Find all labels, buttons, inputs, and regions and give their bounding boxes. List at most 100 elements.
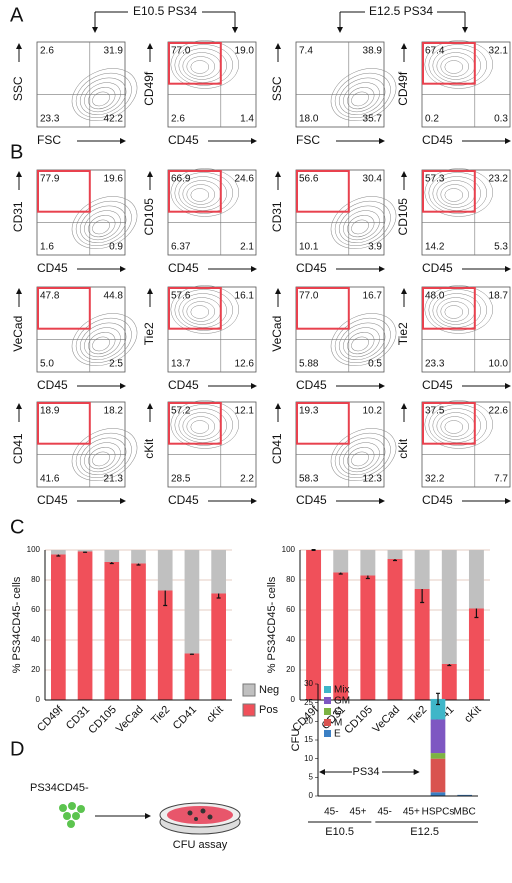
x-tick-label: cKit [204, 704, 225, 725]
quadrant-value: 2.2 [240, 474, 254, 485]
gate [168, 170, 222, 213]
bar-segment [157, 590, 173, 700]
y-tick-label: 60 [31, 605, 40, 614]
y-tick-label: 20 [286, 665, 295, 674]
quadrant-value: 57.6 [171, 291, 191, 302]
quadrant-value: 12.3 [363, 474, 383, 485]
contour [178, 408, 228, 443]
quadrant-value: 57.3 [425, 174, 445, 185]
contour [186, 301, 216, 322]
quadrant-value: 48.0 [425, 291, 445, 302]
legend-label: Pos [259, 704, 278, 716]
gate [422, 170, 476, 213]
y-tick-label: 0 [309, 791, 314, 800]
group-label: E10.5 [325, 826, 354, 838]
contour [343, 82, 380, 113]
y-tick-label: 30 [304, 679, 313, 688]
contour [428, 404, 488, 446]
contour [92, 336, 110, 352]
y-axis-label: CD31 [11, 201, 25, 232]
contour [444, 60, 464, 74]
contour [174, 172, 234, 214]
x-axis-label: CD45 [296, 261, 327, 275]
contour [186, 56, 216, 77]
contour [343, 442, 380, 473]
contour [338, 437, 386, 475]
contour [330, 313, 397, 366]
gate [37, 402, 91, 445]
bar-segment [157, 550, 173, 591]
quadrant-value: 32.1 [489, 46, 509, 57]
x-axis-label: CD45 [37, 261, 68, 275]
contour [347, 331, 375, 355]
x-tick-label: CD49f [35, 703, 66, 734]
x-axis-label: CD45 [37, 378, 68, 392]
bar-segment [430, 792, 446, 796]
contour [440, 301, 470, 322]
x-axis-label: FSC [37, 133, 61, 147]
quadrant-value: 10.0 [489, 359, 509, 370]
x-axis-label: CD45 [296, 378, 327, 392]
bar-segment [430, 698, 446, 720]
bar-segment [51, 550, 66, 555]
contour [170, 400, 240, 449]
contour [79, 437, 127, 475]
y-axis-label: SSC [270, 76, 284, 101]
y-tick-label: 25 [304, 698, 313, 707]
contour [428, 44, 488, 86]
quadrant-value: 7.7 [494, 474, 508, 485]
quadrant-value: 23.2 [489, 174, 509, 185]
annotation: PS34 [353, 766, 380, 778]
bar-segment [131, 550, 146, 564]
contour [330, 196, 397, 249]
gate [296, 402, 350, 445]
y-axis-label: CD49f [396, 71, 410, 106]
contour [338, 322, 386, 360]
contour [351, 219, 369, 235]
y-tick-label: 100 [282, 545, 296, 554]
y-axis-label: CFU [290, 729, 302, 752]
contour [178, 48, 228, 83]
x-tick-label: VeCad [370, 704, 402, 736]
contour [343, 327, 380, 358]
y-axis-label: VeCad [11, 316, 25, 352]
quadrant-value: 23.3 [425, 359, 445, 370]
gate [37, 170, 91, 213]
contour [444, 420, 464, 434]
panel-label: A [10, 4, 24, 26]
contour [334, 317, 391, 363]
contour [71, 428, 138, 481]
quadrant-value: 3.9 [368, 242, 382, 253]
contour [174, 44, 234, 86]
y-axis-label: VeCad [270, 316, 284, 352]
contour [347, 446, 375, 470]
gate [422, 402, 476, 445]
x-tick-label: MBC [454, 807, 476, 818]
contour [190, 305, 210, 319]
bar-segment [211, 593, 226, 700]
contour [440, 56, 470, 77]
legend-swatch [324, 686, 331, 693]
contour [174, 404, 234, 446]
y-tick-label: 15 [304, 735, 313, 744]
contour [330, 428, 397, 481]
y-axis-label: cKit [142, 438, 156, 459]
quadrant-value: 32.2 [425, 474, 445, 485]
contour [186, 184, 216, 205]
x-axis-label: CD45 [422, 261, 453, 275]
error-bar [436, 692, 440, 706]
quadrant-value: 7.4 [299, 46, 313, 57]
contour [178, 176, 228, 211]
bar-segment [360, 550, 376, 576]
header: E12.5 PS34 [369, 4, 433, 18]
contour [428, 172, 488, 214]
contour [424, 168, 494, 217]
bar-segment [441, 550, 457, 664]
y-tick-label: 10 [304, 754, 313, 763]
quadrant-value: 44.8 [104, 291, 124, 302]
contour [424, 400, 494, 449]
contour [88, 446, 116, 470]
legend-swatch [324, 730, 331, 737]
bar-segment [414, 550, 430, 589]
